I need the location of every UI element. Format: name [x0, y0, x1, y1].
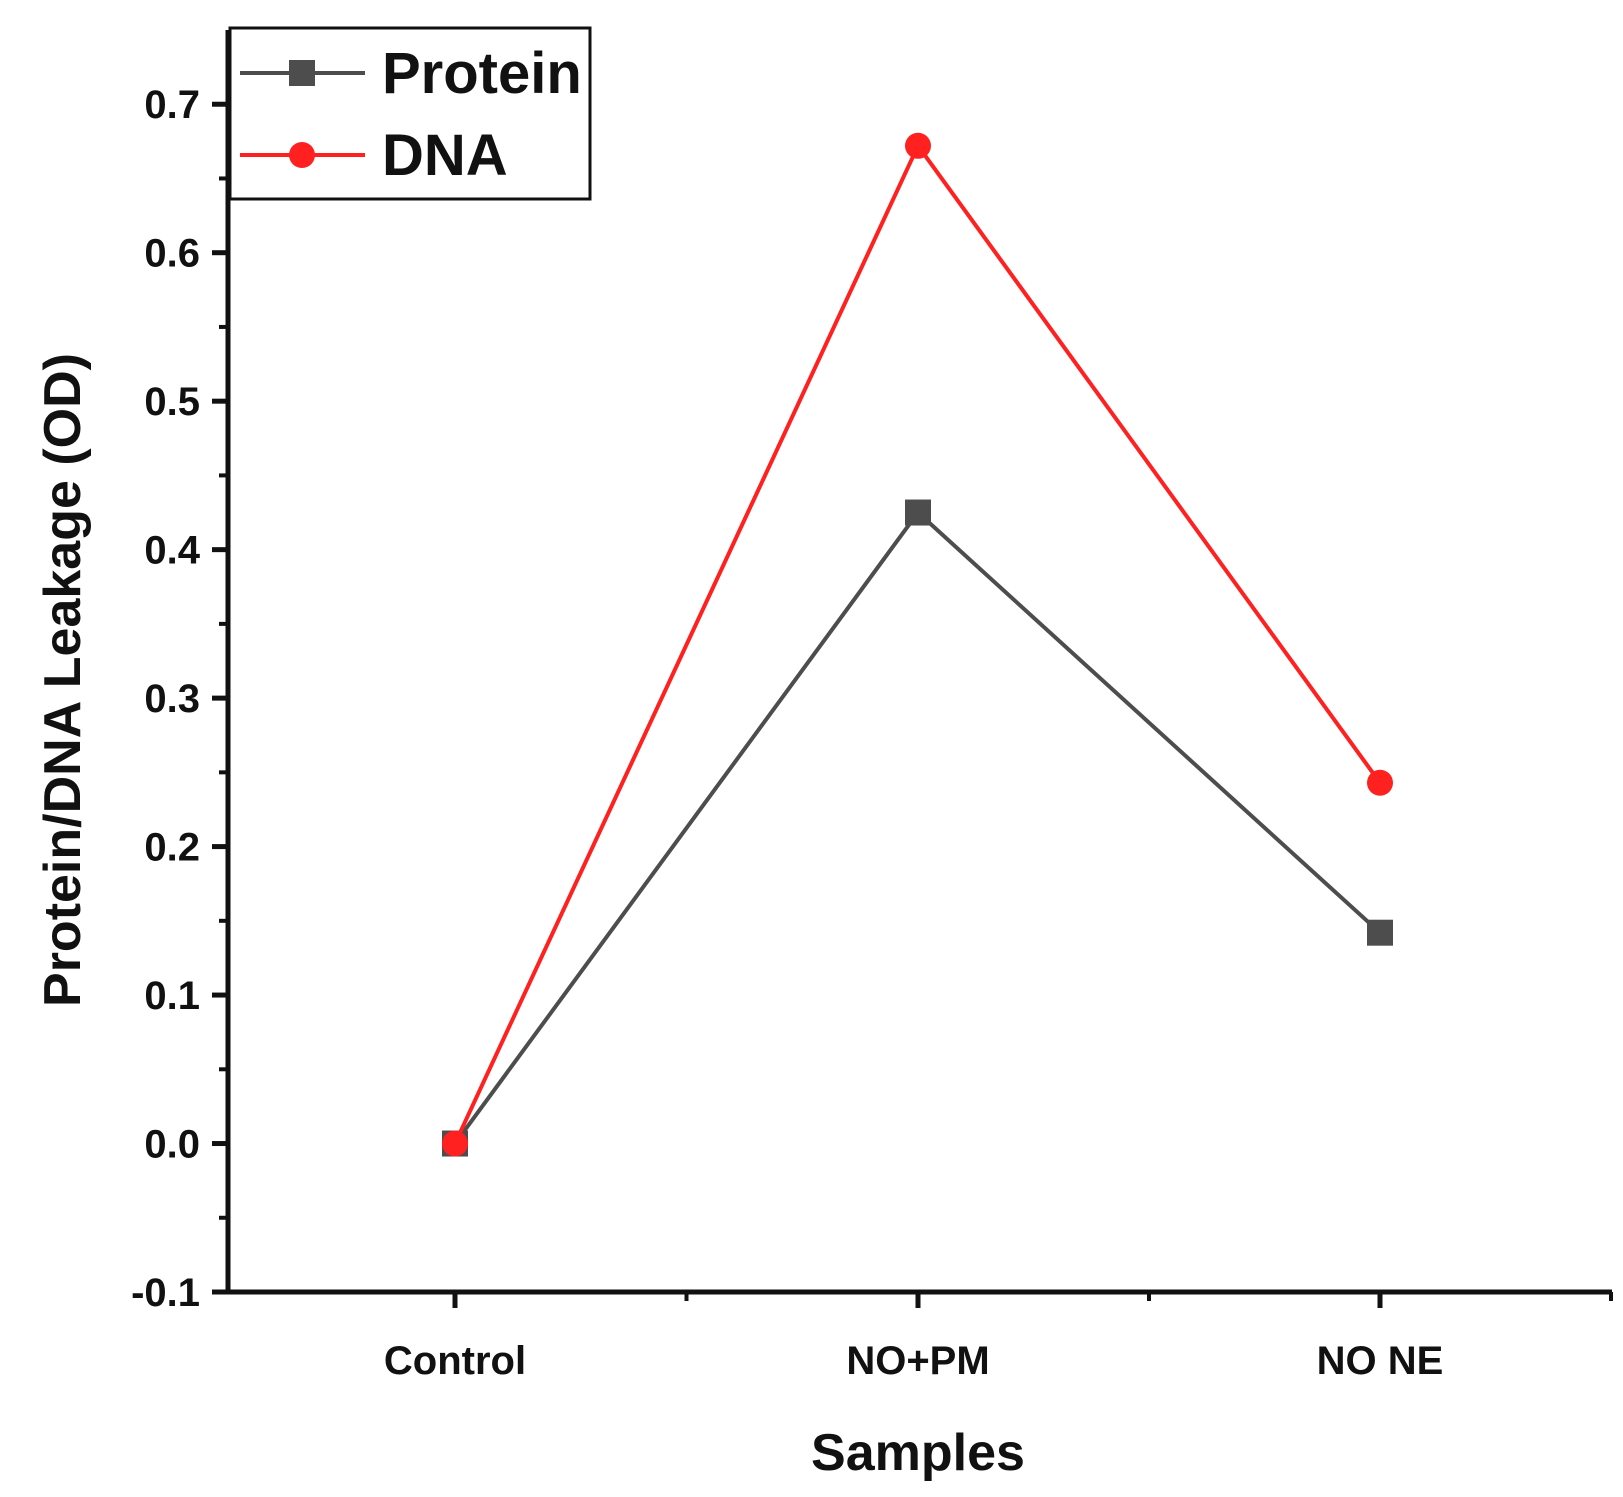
data-point [1367, 769, 1393, 796]
axes [225, 30, 1612, 1295]
series-protein [442, 499, 1393, 1157]
y-tick-label: 0.0 [144, 1123, 200, 1167]
series-line [453, 509, 1382, 1145]
legend: Protein DNA [228, 26, 592, 201]
y-tick-label: -0.1 [131, 1271, 200, 1315]
data-point [905, 132, 931, 159]
legend-box [228, 26, 592, 201]
series-line [453, 141, 1382, 1145]
y-tick-label: 0.1 [144, 974, 200, 1018]
y-tick-label: 0.7 [144, 83, 200, 127]
legend-swatch-marker [289, 142, 315, 168]
x-tick-label: Control [384, 1339, 526, 1383]
x-ticks: Control NO+PM NO NE [384, 1292, 1613, 1383]
x-tick-label: NO NE [1317, 1339, 1444, 1383]
data-point [905, 499, 931, 526]
series-dna [442, 132, 1393, 1157]
y-ticks: -0.1 0.0 0.1 0.2 0.3 0.4 0.5 0.6 0.7 [131, 83, 228, 1315]
legend-label: DNA [382, 123, 508, 188]
data-point [442, 1130, 468, 1157]
x-axis-label: Samples [811, 1424, 1025, 1482]
legend-swatch-marker [289, 60, 315, 86]
series-layer [442, 132, 1393, 1157]
legend-item-dna: DNA [240, 123, 508, 188]
legend-label: Protein [382, 41, 582, 106]
y-tick-label: 0.6 [144, 232, 200, 276]
y-tick-label: 0.5 [144, 380, 200, 424]
y-tick-label: 0.3 [144, 677, 200, 721]
y-tick-label: 0.2 [144, 826, 200, 870]
data-point [1367, 919, 1393, 946]
y-tick-label: 0.4 [144, 529, 200, 573]
legend-item-protein: Protein [240, 41, 582, 106]
x-tick-label: NO+PM [846, 1339, 989, 1383]
y-axis-label: Protein/DNA Leakage (OD) [34, 353, 92, 1007]
